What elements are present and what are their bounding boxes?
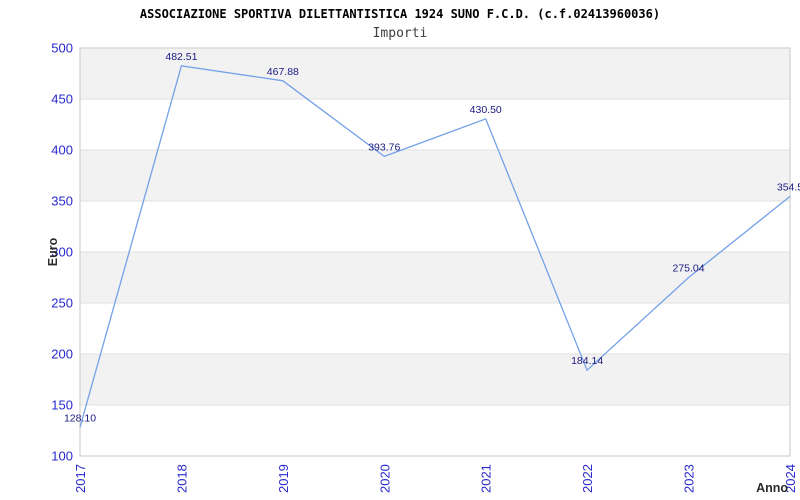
x-axis-title: Anno — [756, 481, 788, 495]
y-tick-labels: 500 450 400 350 300 250 200 150 100 — [51, 41, 73, 464]
x-tick-label: 2021 — [479, 464, 494, 493]
x-tick-label: 2023 — [682, 464, 697, 493]
plot-border — [79, 47, 791, 457]
data-line — [79, 65, 791, 428]
y-axis-title: Euro — [46, 237, 60, 266]
plot-band — [80, 48, 790, 99]
x-tick-label: 2018 — [174, 464, 189, 493]
y-tick-label: 100 — [51, 449, 73, 464]
plot-band — [80, 354, 790, 405]
plot-band — [80, 150, 790, 201]
plot-band — [80, 303, 790, 354]
x-tick-labels: 2017 2018 2019 2020 2021 2022 2023 2024 — [73, 464, 798, 493]
x-tick-label: 2024 — [783, 464, 798, 493]
x-tick-label: 2017 — [73, 464, 88, 493]
point-label: 354.5 — [777, 181, 800, 193]
point-label: 128.10 — [64, 412, 96, 424]
point-label: 393.76 — [368, 141, 400, 153]
y-tick-label: 350 — [51, 194, 73, 209]
plot-band — [80, 405, 790, 456]
plot-band — [80, 201, 790, 252]
y-tick-label: 500 — [51, 41, 73, 56]
point-labels: 128.10 482.51 467.88 393.76 430.50 184.14 275.… — [64, 51, 800, 424]
y-tick-label: 300 — [51, 245, 73, 260]
y-tick-label: 450 — [51, 92, 73, 107]
x-tick-label: 2022 — [580, 464, 595, 493]
chart-title: ASSOCIAZIONE SPORTIVA DILETTANTISTICA 19… — [139, 7, 661, 21]
y-tick-label: 400 — [51, 143, 73, 158]
y-tick-label: 250 — [51, 296, 73, 311]
x-tick-label: 2019 — [276, 464, 291, 493]
plot-bands — [80, 48, 790, 456]
point-label: 184.14 — [571, 355, 603, 367]
point-label: 275.04 — [673, 262, 705, 274]
plot-band — [80, 99, 790, 150]
y-tick-label: 150 — [51, 398, 73, 413]
y-tick-label: 200 — [51, 347, 73, 362]
point-label: 430.50 — [470, 104, 502, 116]
gridlines — [80, 47, 790, 457]
point-label: 467.88 — [267, 66, 299, 78]
point-label: 482.51 — [165, 51, 197, 63]
x-tick-label: 2020 — [377, 464, 392, 493]
plot-band — [80, 252, 790, 303]
chart-subtitle: Importi — [372, 26, 428, 41]
